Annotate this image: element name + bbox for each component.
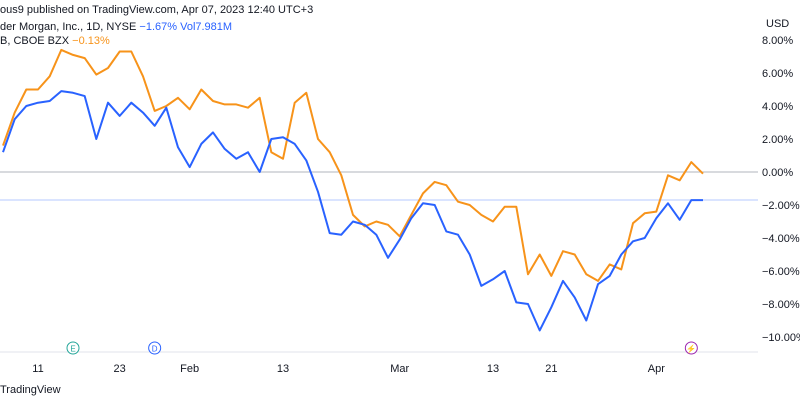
x-tick-label: Mar [390,363,409,375]
x-tick-label: Apr [648,363,665,375]
y-tick-label: −2.00% [762,200,800,212]
series1-volume: Vol7.981M [180,21,233,33]
x-tick-label: Feb [180,363,199,375]
currency-label: USD [766,18,789,30]
series1-legend[interactable]: der Morgan, Inc., 1D, NYSE −1.67% Vol7.9… [0,21,232,34]
split-marker-label: ⚡ [686,344,696,354]
y-axis: 8.00% 6.00% 4.00% 2.00% 0.00% −2.00% −4.00% −6.… [762,35,800,344]
x-tick-label: 13 [487,363,499,375]
y-tick-label: −8.00% [762,299,800,311]
y-tick-label: −6.00% [762,266,800,278]
x-tick-label: 13 [277,363,289,375]
series1-change: −1.67% [139,21,178,33]
series-layer [2,48,704,332]
x-tick-label: 21 [545,363,557,375]
earnings-marker: E [66,341,80,355]
event-markers: E D ⚡ [66,341,698,355]
series-line-2 [2,48,704,282]
series2-change: −0.13% [72,35,110,47]
y-tick-label: 6.00% [762,68,793,80]
x-axis: 11 23 Feb 13 Mar 13 21 Apr [0,351,758,375]
y-tick-label: −10.00% [762,332,800,344]
y-tick-label: 4.00% [762,101,793,113]
series2-legend[interactable]: B, CBOE BZX −0.13% [0,35,110,48]
grid-layer [0,171,758,201]
y-tick-label: −4.00% [762,233,800,245]
y-tick-label: 0.00% [762,167,793,179]
series-line-1 [2,90,703,332]
publish-line: ous9 published on TradingView.com, Apr 0… [0,4,314,16]
x-tick-label: 23 [114,363,126,375]
series2-name: B, CBOE BZX [0,35,70,47]
y-tick-label: 8.00% [762,35,793,47]
dividend-marker: D [148,341,162,355]
y-tick-label: 2.00% [762,134,793,146]
tradingview-brand[interactable]: TradingView [0,384,61,396]
series1-name: der Morgan, Inc., 1D, NYSE [0,21,137,33]
dividend-marker-label: D [152,345,158,354]
split-marker: ⚡ [684,341,698,355]
earnings-marker-label: E [70,345,75,354]
x-tick-label: 11 [32,363,43,375]
